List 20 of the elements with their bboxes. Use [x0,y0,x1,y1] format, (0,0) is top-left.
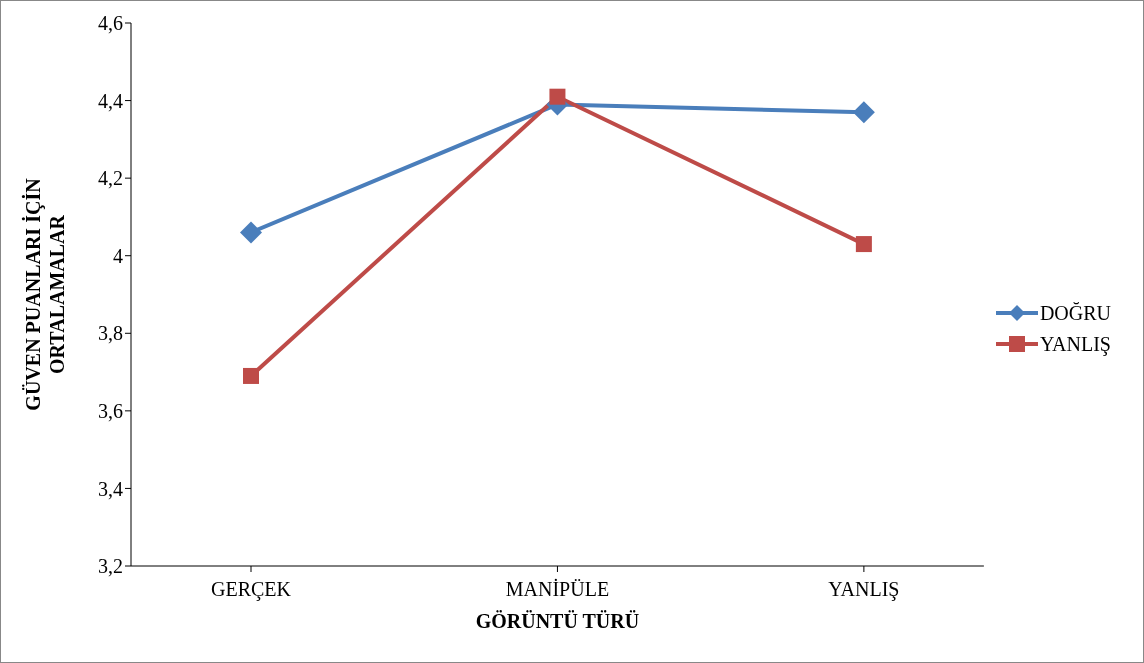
y-tick-label: 4,6 [98,12,123,35]
y-axis-title: GÜVEN PUANLARI İÇİN ORTALAMALAR [21,177,68,411]
y-tick-label: 3,6 [98,399,123,422]
y-tick-label: 3,4 [98,477,123,500]
legend-label: YANLIŞ [1039,332,1111,356]
y-tick-label: 4,4 [98,89,123,112]
point [243,367,259,384]
y-tick-label: 4,2 [98,167,123,190]
y-tick-label: 3,2 [98,555,123,578]
y-tick-label: 3,8 [98,322,123,345]
point [855,236,872,253]
legend-label: DOĞRU [1039,301,1111,325]
y-tick-label: 4 [113,244,123,267]
x-tick-label: GERÇEK [211,578,292,602]
x-tick-label: MANİPÜLE [505,578,610,601]
point [240,221,262,244]
point [549,88,566,105]
x-axis-title: GÖRÜNTÜ TÜRÜ [475,610,640,632]
point [852,101,875,124]
x-tick-label: YANLIŞ [828,578,900,602]
